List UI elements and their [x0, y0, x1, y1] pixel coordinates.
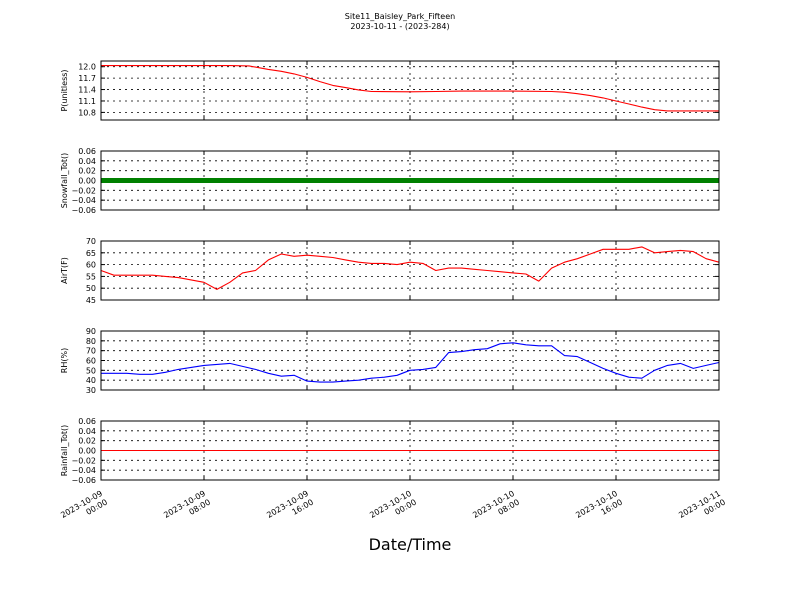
y-tick-label: 0.04 — [78, 157, 96, 166]
y-tick-label: −0.06 — [71, 476, 96, 485]
y-tick-label: 0.02 — [78, 167, 96, 176]
y-tick-label: 80 — [86, 337, 96, 346]
y-tick-label: 70 — [86, 347, 96, 356]
axes-frame — [100, 60, 720, 121]
series-line — [101, 342, 720, 383]
y-tick-label: 0.04 — [78, 427, 96, 436]
y-axis-label: Snowfall_Tot() — [60, 153, 69, 209]
figure-title-line2: 2023-10-11 - (2023-284) — [350, 22, 449, 31]
y-tick-label: 30 — [86, 386, 96, 395]
figure-title-line1: Site11_Baisley_Park_Fifteen — [345, 12, 455, 21]
y-tick-label: 0.00 — [78, 177, 96, 186]
y-tick-label: 45 — [86, 296, 96, 305]
axes-frame — [100, 150, 720, 211]
y-axis-label: RH(%) — [60, 348, 69, 373]
y-tick-label: 0.06 — [78, 147, 96, 156]
y-axis-label: P(unitless) — [60, 69, 69, 111]
y-tick-label: 11.7 — [78, 74, 96, 83]
x-axis-label: Date/Time — [369, 535, 452, 554]
y-tick-label: −0.04 — [71, 196, 96, 205]
y-tick-label: 0.06 — [78, 417, 96, 426]
y-tick-label: −0.02 — [71, 186, 96, 195]
panel-2: −0.06−0.04−0.020.000.020.040.06 Snowfall_… — [60, 147, 720, 215]
panel-5: −0.06−0.04−0.020.000.020.040.06 Rainfall_… — [59, 417, 727, 520]
axes-frame — [100, 240, 720, 301]
series-line — [101, 65, 719, 112]
y-tick-label: 50 — [86, 366, 96, 375]
y-tick-label: 50 — [86, 284, 96, 293]
axes-frame — [100, 420, 720, 481]
axes-frame — [100, 330, 720, 391]
y-tick-label: −0.06 — [71, 206, 96, 215]
y-tick-label: 40 — [86, 376, 96, 385]
y-tick-label: 55 — [86, 272, 96, 281]
y-tick-label: 0.00 — [78, 447, 96, 456]
y-tick-label: 0.02 — [78, 437, 96, 446]
y-tick-label: 60 — [86, 357, 96, 366]
panel-3: 45 50 55 60 65 70 AirT(F) — [60, 237, 720, 305]
series-line — [100, 246, 720, 290]
y-tick-label: 90 — [86, 327, 96, 336]
y-axis-label: AirT(F) — [60, 257, 69, 284]
panels: 10.811.111.411.712.0P(unitless)−0.06−0.0… — [59, 60, 727, 520]
y-tick-label: 10.8 — [78, 108, 96, 117]
y-tick-label: 12.0 — [78, 63, 96, 72]
y-tick-label: −0.02 — [71, 456, 96, 465]
y-tick-label: 11.4 — [78, 86, 96, 95]
y-tick-label: 65 — [86, 249, 96, 258]
y-axis-label: Rainfall_Tot() — [60, 425, 69, 477]
y-tick-label: 60 — [86, 261, 96, 270]
y-tick-label: −0.04 — [71, 466, 96, 475]
y-tick-label: 70 — [86, 237, 96, 246]
panel-1: 10.8 11.1 11.4 11.7 12.0 P(unitless) — [60, 60, 720, 121]
y-tick-label: 11.1 — [78, 97, 96, 106]
